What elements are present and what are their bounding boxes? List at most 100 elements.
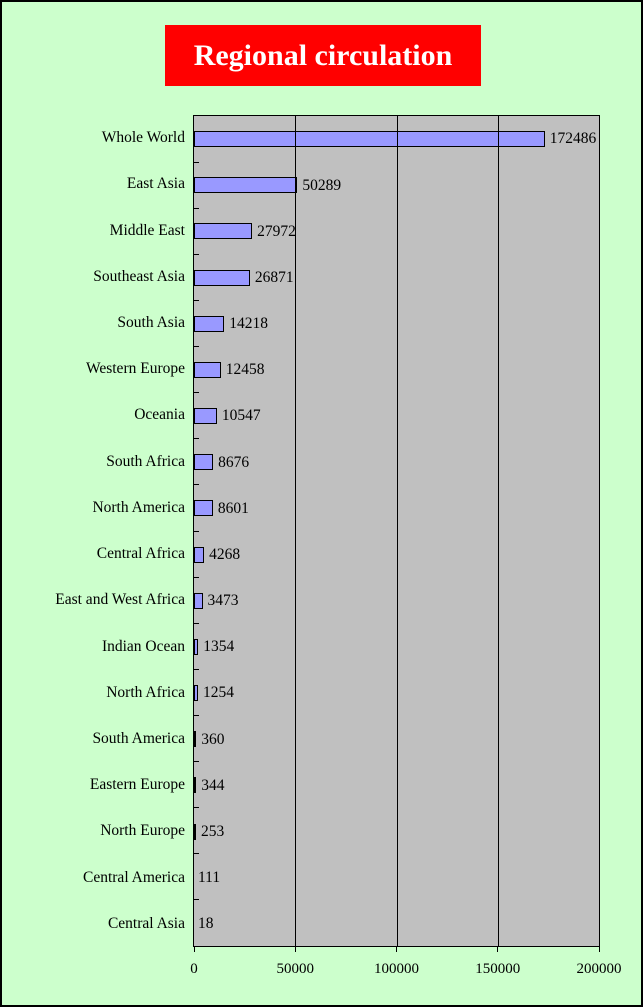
- category-axis-tick: [194, 853, 199, 855]
- gridline: [295, 116, 297, 946]
- category-axis-tick: [194, 161, 199, 163]
- value-label: 111: [198, 868, 221, 886]
- bar: [194, 223, 253, 240]
- bar: [194, 269, 250, 286]
- value-axis-label: 0: [190, 961, 198, 977]
- bar-row: 18: [194, 900, 599, 946]
- chart-title-banner: Regional circulation: [165, 25, 481, 86]
- category-axis-tick: [194, 576, 199, 578]
- value-axis-label: 100000: [374, 961, 419, 977]
- bar: [194, 546, 205, 563]
- value-label: 4268: [209, 545, 241, 563]
- chart-title: Regional circulation: [193, 38, 453, 72]
- category-label: Middle East: [109, 221, 185, 239]
- category-label: North Europe: [100, 822, 185, 840]
- bar-row: 1354: [194, 624, 599, 670]
- category-label: Central America: [83, 868, 185, 886]
- bar-row: 8676: [194, 439, 599, 485]
- bar: [194, 454, 214, 471]
- category-label: South America: [92, 729, 185, 747]
- bar-row: 8601: [194, 485, 599, 531]
- bar: [194, 777, 197, 794]
- bar-row: 111: [194, 855, 599, 901]
- bar-row: 344: [194, 762, 599, 808]
- category-axis-tick: [194, 438, 199, 440]
- bar-row: 360: [194, 716, 599, 762]
- category-label: Western Europe: [85, 360, 185, 378]
- value-axis-tick: [598, 947, 600, 952]
- category-label: Oceania: [134, 406, 185, 424]
- bar: [194, 361, 221, 378]
- bar-row: 1254: [194, 670, 599, 716]
- value-label: 360: [201, 730, 225, 748]
- gridline: [396, 116, 398, 946]
- value-label: 14218: [229, 315, 269, 333]
- value-label: 344: [201, 776, 225, 794]
- bar: [194, 592, 203, 609]
- category-axis: Whole World East Asia Middle East Southeast…: [2, 115, 190, 947]
- value-axis-tick: [193, 947, 195, 952]
- category-label: North America: [92, 498, 185, 516]
- value-label: 26871: [254, 268, 294, 286]
- value-label: 18: [198, 914, 214, 932]
- bar: [194, 685, 199, 702]
- value-label: 1254: [203, 684, 235, 702]
- bar-row: 12458: [194, 347, 599, 393]
- category-label: South Africa: [106, 452, 185, 470]
- value-axis-label: 50000: [276, 961, 315, 977]
- category-axis-tick: [194, 668, 199, 670]
- value-axis-tick: [294, 947, 296, 952]
- bar-row: 27972: [194, 208, 599, 254]
- value-label: 8676: [218, 453, 250, 471]
- bar-row: 50289: [194, 162, 599, 208]
- value-label: 3473: [207, 592, 239, 610]
- category-axis-tick: [194, 530, 199, 532]
- plot-area: 172486 50289 27972 26871 14218 12458 10547 8676…: [193, 115, 600, 947]
- category-axis-tick: [194, 622, 199, 624]
- bar: [194, 177, 298, 194]
- bar: [194, 638, 199, 655]
- bar-row: 253: [194, 809, 599, 855]
- category-axis-tick: [194, 392, 199, 394]
- value-label: 12458: [225, 361, 265, 379]
- category-axis-tick: [194, 899, 199, 901]
- category-label: East Asia: [126, 175, 185, 193]
- category-label: Whole World: [101, 129, 185, 147]
- category-label: Southeast Asia: [93, 267, 185, 285]
- bar-row: 14218: [194, 301, 599, 347]
- bar-rows: 172486 50289 27972 26871 14218 12458 10547 8676…: [194, 116, 599, 946]
- value-axis-label: 200000: [576, 961, 622, 977]
- category-label: North Africa: [106, 683, 185, 701]
- category-axis-tick: [194, 299, 199, 301]
- category-label: East and West Africa: [55, 591, 185, 609]
- value-label: 50289: [302, 176, 342, 194]
- value-label: 1354: [203, 638, 235, 656]
- bar-row: 172486: [194, 116, 599, 162]
- category-label: Central Africa: [96, 545, 185, 563]
- value-label: 172486: [549, 130, 597, 148]
- bar-row: 4268: [194, 532, 599, 578]
- bar: [194, 408, 217, 425]
- value-label: 253: [201, 822, 225, 840]
- category-label: Central Asia: [107, 914, 185, 932]
- value-label: 8601: [217, 499, 249, 517]
- bar: [194, 131, 545, 148]
- category-axis-tick: [194, 346, 199, 348]
- value-axis-label: 150000: [475, 961, 521, 977]
- value-label: 10547: [221, 407, 261, 425]
- category-label: Indian Ocean: [101, 637, 185, 655]
- category-label: South Asia: [117, 313, 185, 331]
- value-axis-tick: [497, 947, 499, 952]
- value-axis-tick: [396, 947, 397, 952]
- bar-row: 10547: [194, 393, 599, 439]
- category-label: Eastern Europe: [89, 776, 185, 794]
- category-axis-tick: [194, 807, 199, 809]
- value-label: 27972: [257, 222, 296, 240]
- category-axis-tick: [194, 714, 199, 716]
- bar-row: 3473: [194, 578, 599, 624]
- category-axis-tick: [194, 484, 199, 486]
- category-axis-tick: [194, 207, 199, 209]
- category-axis-tick: [194, 253, 199, 255]
- bar: [194, 315, 225, 332]
